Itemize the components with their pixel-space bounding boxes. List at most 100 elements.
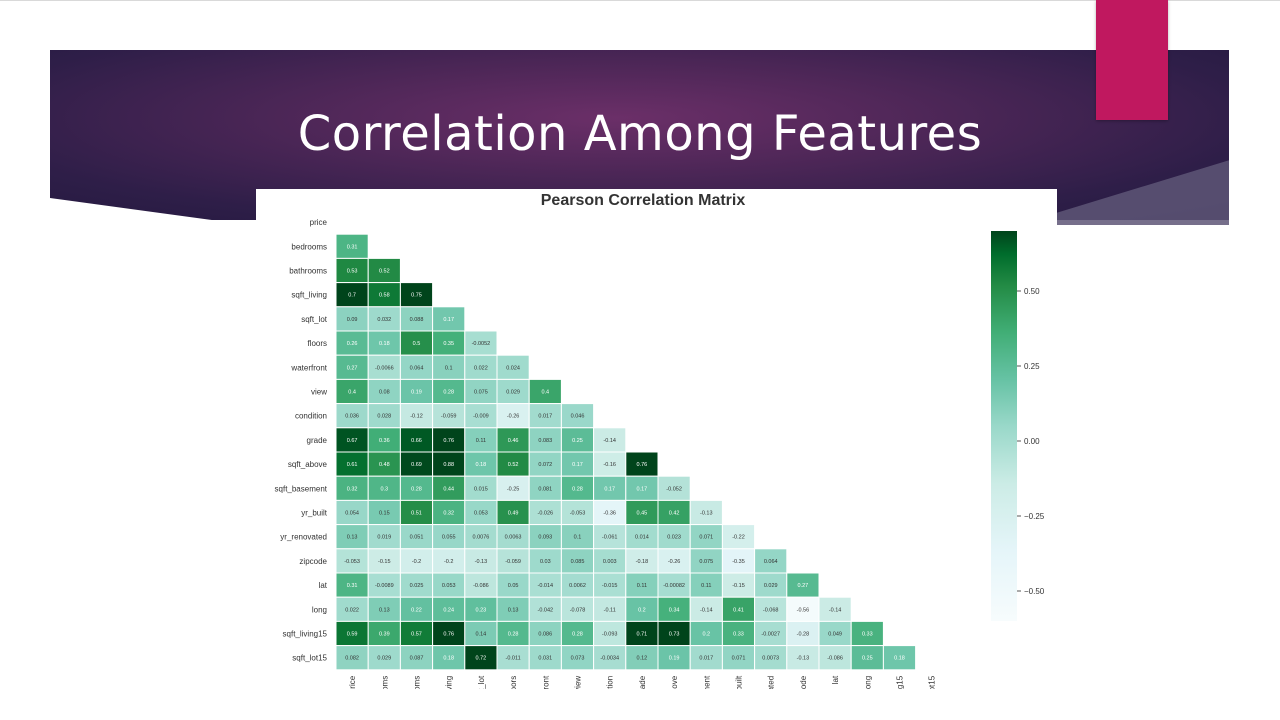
col-label: bathrooms	[413, 676, 422, 689]
col-label: floors	[509, 676, 518, 689]
cell-label: 0.036	[345, 414, 359, 420]
row-label: sqft_basement	[275, 484, 328, 493]
heatmap-cell	[432, 403, 466, 429]
heatmap-cell	[367, 596, 401, 622]
row-label: condition	[295, 412, 327, 421]
cell-label: 0.1	[574, 535, 582, 541]
col-label: sqft_lot	[477, 675, 486, 689]
heatmap-cell	[335, 548, 369, 574]
cell-label: 0.4	[348, 390, 356, 396]
heatmap-cell	[528, 645, 562, 671]
cell-label: 0.35	[443, 341, 454, 347]
cell-label: -0.009	[473, 414, 489, 420]
row-label: bathrooms	[289, 267, 327, 276]
cell-label: 0.53	[347, 269, 358, 275]
col-label: waterfront	[541, 675, 550, 689]
cell-label: 0.88	[443, 462, 454, 468]
cell-label: 0.2	[702, 632, 710, 638]
cell-label: 0.0062	[569, 583, 586, 589]
cell-label: -0.11	[604, 607, 616, 613]
cell-label: -0.053	[570, 511, 586, 517]
heatmap-cell	[496, 645, 530, 671]
cell-label: 0.73	[669, 632, 680, 638]
heatmap-cell	[464, 378, 498, 405]
cell-label: 0.071	[699, 535, 713, 541]
heatmap-cell	[528, 499, 562, 526]
cell-label: 0.59	[347, 632, 358, 638]
cell-label: -0.25	[507, 486, 520, 492]
cell-label: 0.081	[538, 486, 552, 492]
heatmap-cell	[593, 572, 627, 598]
colorbar-tick-label: 0.00	[1024, 437, 1040, 446]
cell-label: -0.13	[797, 656, 810, 662]
cell-label: 0.022	[474, 365, 488, 371]
cell-label: 0.053	[442, 583, 456, 589]
row-label: zipcode	[299, 557, 327, 566]
slide-title: Correlation Among Features	[297, 106, 983, 162]
cell-label: 0.029	[764, 583, 778, 589]
cell-label: 0.087	[410, 656, 424, 662]
cell-label: 0.025	[410, 583, 424, 589]
heatmap-cell	[882, 645, 917, 671]
cell-label: 0.05	[508, 583, 519, 589]
cell-label: 0.075	[474, 390, 488, 396]
cell-label: -0.078	[570, 607, 586, 613]
heatmap-cell	[560, 548, 595, 574]
cell-label: 0.088	[410, 317, 424, 323]
heatmap-cell	[721, 548, 756, 574]
heatmap-cell	[367, 403, 401, 429]
cell-label: 0.029	[377, 656, 391, 662]
cell-label: 0.46	[508, 438, 519, 444]
heatmap-cell	[625, 620, 659, 647]
cell-label: 0.086	[538, 632, 552, 638]
heatmap-cell	[399, 499, 434, 526]
cell-label: -0.059	[441, 414, 457, 420]
cell-label: -0.053	[344, 559, 360, 565]
cell-label: -0.0027	[761, 632, 780, 638]
cell-label: -0.052	[666, 486, 682, 492]
heatmap-cell	[754, 548, 788, 574]
cell-label: -0.061	[602, 535, 618, 541]
cell-label: -0.12	[410, 414, 423, 420]
cell-label: 0.32	[443, 511, 454, 517]
cell-label: 0.015	[474, 486, 488, 492]
cell-label: 0.28	[443, 390, 454, 396]
col-label: condition	[606, 676, 615, 689]
heatmap-cell	[625, 596, 659, 622]
cell-label: -0.014	[537, 583, 553, 589]
cell-label: 0.24	[443, 607, 454, 613]
cell-label: 0.31	[347, 583, 358, 589]
heatmap-cell	[464, 596, 498, 622]
heatmap-cell	[818, 645, 852, 671]
heatmap-cell	[689, 548, 723, 574]
heatmap-cell	[335, 572, 369, 598]
cell-label: 0.51	[411, 511, 422, 517]
row-label: sqft_living	[291, 291, 327, 300]
heatmap-cell	[432, 378, 466, 405]
colorbar-tick-label: −0.50	[1024, 587, 1045, 596]
heatmap-cell	[786, 620, 820, 647]
cell-label: -0.14	[700, 607, 713, 613]
heatmap-cell	[560, 403, 595, 429]
cell-label: 0.19	[669, 656, 680, 662]
cell-label: 0.69	[411, 462, 422, 468]
heatmap-cell	[464, 451, 498, 477]
cell-label: 0.17	[443, 317, 454, 323]
heatmap-cell	[625, 548, 659, 574]
cell-label: 0.11	[476, 438, 486, 444]
cell-label: -0.13	[700, 511, 713, 517]
cell-label: 0.42	[669, 511, 680, 517]
cell-label: 0.13	[379, 607, 390, 613]
cell-label: 0.39	[379, 632, 390, 638]
cell-label: 0.014	[635, 535, 649, 541]
cell-label: 0.08	[379, 390, 390, 396]
heatmap-cell	[496, 524, 530, 550]
heatmap-cell	[335, 306, 369, 332]
heatmap-cell	[721, 524, 756, 550]
cell-label: -0.15	[732, 583, 745, 589]
cell-label: 0.017	[538, 414, 552, 420]
col-label: lat	[831, 675, 840, 684]
heatmap-cell	[464, 330, 498, 356]
cell-label: 0.28	[572, 632, 583, 638]
heatmap-cell	[560, 572, 595, 598]
